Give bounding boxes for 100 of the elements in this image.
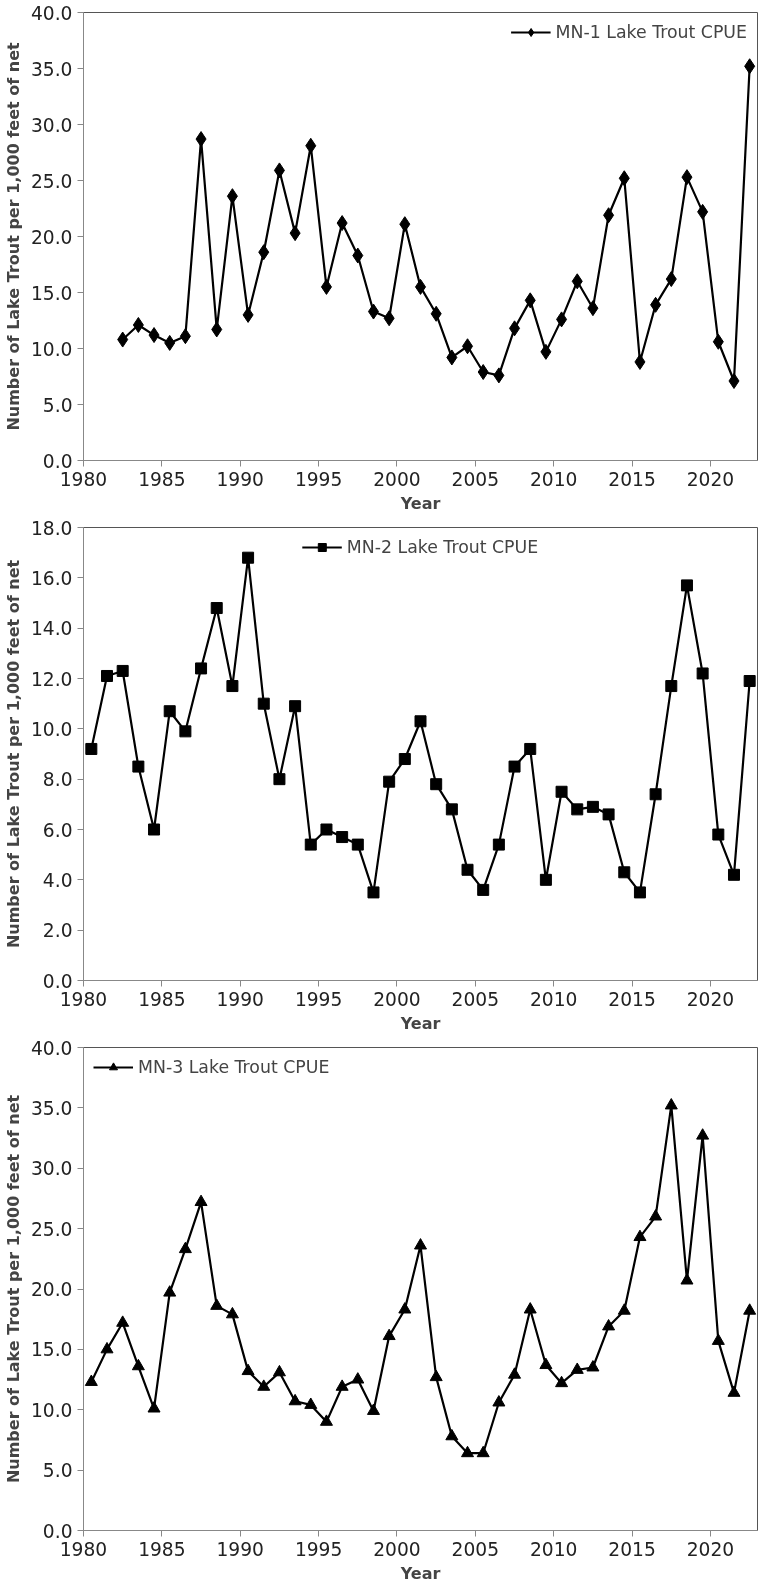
point [508,760,521,773]
point [477,883,490,896]
x-tick-label: 1990 [216,1538,264,1560]
y-tick-label: 4.0 [42,869,73,891]
y-tick-label: 40.0 [30,2,73,24]
point [618,866,631,879]
point [509,320,521,337]
point [430,305,442,322]
y-tick-label: 8.0 [42,769,73,791]
point [305,137,317,154]
point [493,367,505,384]
point [681,169,693,186]
point [289,225,301,242]
point [617,1303,631,1315]
point [304,838,317,851]
point [697,203,709,220]
y-tick-label: 30.0 [30,114,73,136]
point [210,602,223,615]
point [414,1238,427,1250]
point [367,303,379,320]
point [743,1303,757,1315]
point [539,1357,553,1370]
point [257,1379,271,1391]
y-tick-label: 40.0 [30,1037,73,1059]
point [352,247,364,264]
point [524,292,536,309]
point [148,823,161,836]
point [680,579,693,592]
point [335,1379,349,1391]
point [649,788,662,801]
point [398,753,411,766]
point [634,353,646,370]
point [210,1298,224,1310]
point [179,328,191,345]
point [84,1374,98,1386]
point [728,372,740,389]
point [571,273,583,290]
x-axis-title: Year [399,1013,441,1033]
y-tick-label: 10.0 [30,718,73,740]
point [304,1397,318,1409]
point [743,675,756,688]
point [289,700,302,713]
point [727,1385,741,1397]
x-tick-label: 2020 [686,468,735,490]
y-tick-label: 5.0 [42,1460,73,1482]
point [665,680,678,693]
point [633,1229,647,1242]
x-tick-label: 2000 [373,988,421,1010]
point [586,1360,600,1372]
x-tick-label: 2015 [608,988,656,1010]
point [116,664,129,677]
point [524,742,537,755]
y-tick-label: 20.0 [30,226,73,248]
point [320,823,333,836]
point [336,831,349,844]
point [211,321,223,338]
x-tick-label: 2015 [608,468,656,490]
point [539,873,552,886]
point [398,1302,412,1314]
point [179,725,192,738]
x-axis-title: Year [399,1563,441,1583]
point [131,1358,145,1371]
point [555,1375,569,1388]
x-tick-label: 2000 [373,468,421,490]
point [602,808,615,821]
point [132,760,145,773]
x-tick-label: 1990 [216,988,264,1010]
point [445,803,458,816]
y-tick-label: 10.0 [30,1399,73,1421]
x-tick-label: 2015 [608,1538,656,1560]
point [100,1341,114,1354]
point [163,705,176,718]
point [288,1393,302,1406]
point [116,1315,130,1327]
point [383,775,396,788]
point [727,868,740,881]
point [446,349,458,366]
point [132,316,144,333]
point [242,306,254,323]
point [696,667,709,680]
x-tick-label: 1995 [294,468,343,490]
point [241,1363,255,1376]
point [665,271,677,288]
point [633,886,646,899]
point [366,1403,380,1415]
x-tick-label: 2010 [529,1538,578,1560]
x-tick-label: 1995 [294,988,343,1010]
y-tick-label: 25.0 [30,170,73,192]
x-tick-label: 1985 [138,988,186,1010]
point [445,1428,459,1441]
y-tick-label: 20.0 [30,1279,73,1300]
y-tick-label: 30.0 [30,1158,73,1180]
point [477,364,489,381]
point [711,1333,725,1345]
point [225,1306,239,1319]
point [85,742,98,755]
point [147,1401,161,1413]
x-tick-label: 2005 [451,468,500,490]
point [476,1445,490,1458]
point [461,863,474,876]
